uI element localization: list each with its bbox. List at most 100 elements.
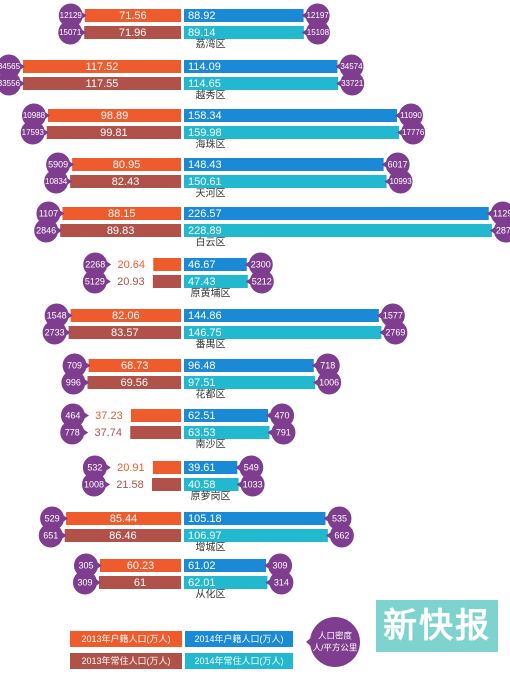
density-label: 532 bbox=[87, 462, 102, 472]
value-label: 97.51 bbox=[188, 377, 216, 389]
value-label: 228.89 bbox=[188, 225, 222, 237]
value-label: 96.48 bbox=[188, 360, 216, 372]
value-label: 71.56 bbox=[119, 10, 147, 22]
density-label: 2846 bbox=[36, 225, 56, 235]
value-label: 89.14 bbox=[188, 27, 216, 39]
legend-perm2014-swatch bbox=[185, 653, 293, 669]
density-bubble bbox=[34, 218, 59, 243]
bar-reg2013 bbox=[66, 512, 181, 525]
density-label: 651 bbox=[43, 530, 58, 540]
density-label: 314 bbox=[274, 577, 289, 587]
district-group: 88.15 226.57 1107 1129 89.83 228.89 2846 2876 白云… bbox=[34, 201, 510, 249]
density-bubble bbox=[62, 353, 87, 378]
value-label: 37.23 bbox=[95, 410, 123, 422]
density-label: 10993 bbox=[389, 177, 412, 186]
density-label: 12197 bbox=[306, 11, 329, 20]
value-label: 46.67 bbox=[188, 259, 216, 271]
value-label: 117.55 bbox=[86, 78, 119, 90]
district-group: 85.44 105.18 529 535 86.46 106.97 651 662 增城区 bbox=[38, 506, 354, 554]
bar-perm2013 bbox=[46, 126, 181, 139]
value-label: 150.61 bbox=[188, 176, 222, 188]
bar-reg2013 bbox=[153, 258, 181, 271]
value-label: 61 bbox=[134, 577, 146, 589]
bar-reg2014 bbox=[184, 409, 269, 422]
bar-reg2013 bbox=[84, 9, 181, 22]
legend: 2013年户籍人口(万人) 2014年户籍人口(万人) 2013年常住人口(万人) 2… bbox=[70, 617, 360, 669]
value-label: 98.89 bbox=[101, 110, 129, 122]
bar-perm2013 bbox=[87, 376, 181, 389]
district-name: 南沙区 bbox=[196, 438, 226, 451]
value-label: 71.96 bbox=[119, 27, 147, 39]
bar-perm2013 bbox=[84, 26, 181, 39]
bar-perm2013 bbox=[64, 529, 181, 542]
legend-density-bubble bbox=[310, 617, 360, 667]
density-bubble bbox=[60, 403, 85, 428]
bar-perm2014 bbox=[184, 26, 304, 39]
value-label: 20.93 bbox=[117, 276, 145, 288]
value-label: 226.57 bbox=[188, 208, 222, 220]
district-name: 增城区 bbox=[196, 541, 226, 554]
value-label: 37.74 bbox=[94, 427, 122, 439]
density-bubble bbox=[329, 523, 354, 548]
density-label: 2300 bbox=[251, 259, 271, 269]
bar-perm2014 bbox=[184, 376, 316, 389]
value-label: 117.52 bbox=[86, 61, 119, 73]
bar-perm2013 bbox=[130, 426, 181, 439]
density-bubble bbox=[340, 71, 365, 96]
legend-reg2014-swatch bbox=[185, 631, 293, 647]
density-label: 718 bbox=[320, 360, 335, 370]
legend-perm2014-label: 2014年常住人口(万人) bbox=[194, 655, 283, 666]
bar-reg2013 bbox=[130, 409, 181, 422]
value-label: 114.09 bbox=[188, 61, 221, 73]
density-bubble bbox=[317, 370, 342, 395]
bar-perm2014 bbox=[184, 77, 339, 90]
district-name: 海珠区 bbox=[196, 138, 226, 151]
density-label: 1006 bbox=[319, 377, 339, 387]
density-bubble bbox=[248, 252, 273, 277]
density-label: 12129 bbox=[60, 11, 83, 20]
value-label: 82.06 bbox=[112, 310, 140, 322]
legend-density-label: 人口密度 bbox=[318, 630, 353, 640]
density-bubble bbox=[305, 3, 330, 28]
value-label: 105.18 bbox=[188, 513, 222, 525]
bar-reg2014 bbox=[184, 309, 379, 322]
bar-reg2014 bbox=[184, 461, 238, 474]
density-label: 2876 bbox=[496, 225, 510, 235]
density-bubble bbox=[73, 553, 98, 578]
legend-reg2013-swatch bbox=[70, 631, 182, 647]
density-label: 34565 bbox=[0, 62, 21, 71]
density-label: 1008 bbox=[84, 479, 104, 489]
bar-reg2013 bbox=[88, 359, 181, 372]
bar-reg2014 bbox=[184, 109, 397, 122]
density-label: 33721 bbox=[341, 79, 364, 88]
district-group: 117.52 114.09 34565 34574 117.55 114.65 33556 3… bbox=[0, 54, 365, 102]
legend-perm2013-label: 2013年常住人口(万人) bbox=[81, 655, 170, 666]
density-label: 549 bbox=[244, 462, 259, 472]
bar-reg2013 bbox=[152, 461, 181, 474]
density-label: 15071 bbox=[59, 28, 82, 37]
bar-reg2014 bbox=[184, 60, 338, 73]
density-label: 1107 bbox=[39, 208, 58, 218]
density-bubble bbox=[240, 472, 265, 497]
value-label: 63.53 bbox=[188, 427, 216, 439]
density-bubble bbox=[82, 455, 107, 480]
district-name: 荔湾区 bbox=[196, 38, 226, 51]
value-label: 20.64 bbox=[117, 259, 145, 271]
density-label: 535 bbox=[332, 513, 347, 523]
district-group: 60.23 61.02 305 309 61 62.01 309 314 从化区 bbox=[72, 553, 294, 601]
bar-reg2014 bbox=[184, 258, 247, 271]
density-label: 309 bbox=[273, 560, 288, 570]
density-label: 309 bbox=[77, 577, 92, 587]
density-label: 5212 bbox=[252, 276, 272, 286]
bar-reg2014 bbox=[184, 9, 304, 22]
density-label: 2733 bbox=[45, 327, 65, 337]
bar-perm2013 bbox=[98, 576, 181, 589]
bar-reg2013 bbox=[62, 207, 182, 220]
value-label: 88.15 bbox=[108, 208, 136, 220]
bar-reg2014 bbox=[184, 158, 384, 171]
district-group: 20.91 39.61 532 549 21.58 40.58 1008 1033 原萝岗区 bbox=[81, 455, 265, 503]
bar-perm2014 bbox=[184, 326, 382, 339]
density-label: 5909 bbox=[48, 159, 68, 169]
value-label: 99.81 bbox=[100, 127, 128, 139]
